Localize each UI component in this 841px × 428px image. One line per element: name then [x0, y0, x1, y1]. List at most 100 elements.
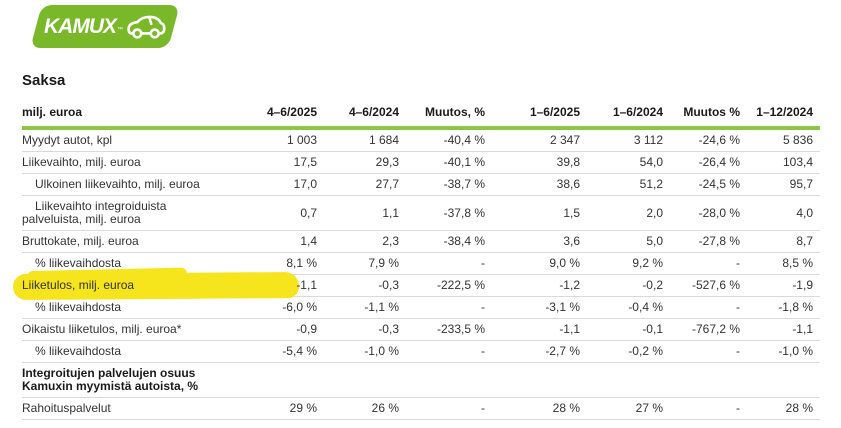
- unit-header: milj. euroa: [22, 105, 83, 119]
- row-label: Bruttokate, milj. euroa: [22, 234, 139, 248]
- cell-value: -6,0 %: [282, 300, 317, 314]
- cell-value: 51,2: [639, 177, 663, 191]
- cell-value: -37,8 %: [443, 205, 485, 220]
- row-label: Liiketulos, milj. euroa: [12, 272, 300, 300]
- cell-value: 8,1 %: [286, 256, 317, 270]
- cell-value: -0,4 %: [628, 300, 663, 314]
- cell-value: 29,3: [375, 155, 399, 169]
- cell-value: 5,0: [646, 234, 663, 248]
- cell-value: 9,2 %: [632, 256, 663, 270]
- cell-value: 9,0 %: [549, 256, 580, 270]
- cell-value: -40,1 %: [443, 155, 485, 169]
- row-label: % liikevaihdosta: [35, 344, 122, 358]
- cell-value: -24,6 %: [698, 133, 740, 147]
- cell-value: 17,5: [293, 155, 317, 169]
- cell-value: [399, 363, 485, 398]
- cell-value: -: [481, 344, 485, 358]
- column-header: 1–12/2024: [756, 105, 813, 119]
- cell-value: 1,4: [300, 234, 317, 248]
- cell-value: 39,8: [556, 155, 580, 169]
- cell-value: -1,9: [792, 278, 813, 292]
- cell-value: 0,7: [300, 205, 317, 220]
- cell-value: 1 684: [368, 133, 399, 147]
- cell-value: 2,0: [646, 205, 663, 220]
- kamux-logo: KAMUX ™: [30, 5, 180, 48]
- row-label: Ulkoinen liikevaihto, milj. euroa: [35, 177, 200, 191]
- column-header: 1–6/2025: [529, 105, 580, 119]
- cell-value: -0,3: [378, 278, 399, 292]
- cell-value: 27,7: [375, 177, 399, 191]
- row-label: Integroitujen palvelujen osuus Kamuxin m…: [22, 366, 199, 393]
- table-row: Myydyt autot, kpl 1 003 1 684 -40,4 % 2 …: [22, 128, 820, 152]
- cell-value: 28 %: [552, 401, 580, 415]
- cell-value: -0,9: [296, 322, 317, 336]
- cell-value: [580, 363, 663, 398]
- cell-value: -0,2: [642, 278, 663, 292]
- cell-value: -222,5 %: [436, 278, 485, 292]
- cell-value: 3 112: [633, 133, 663, 147]
- cell-value: 1 003: [286, 133, 317, 147]
- financial-table: milj. euroa 4–6/2025 4–6/2024 Muutos, % …: [12, 100, 820, 420]
- cell-value: 29 %: [289, 401, 317, 415]
- cell-value: -0,1: [642, 322, 663, 336]
- cell-value: -: [481, 300, 485, 314]
- cell-value: -233,5 %: [436, 322, 485, 336]
- table-row: % liikevaihdosta -5,4 % -1,0 % - -2,7 % …: [22, 341, 820, 363]
- cell-value: -38,4 %: [443, 234, 485, 248]
- cell-value: -: [736, 401, 740, 415]
- cell-value: -1,0 %: [778, 344, 813, 358]
- cell-value: 2 347: [549, 133, 580, 147]
- kamux-logo-content: KAMUX ™: [44, 13, 166, 40]
- table-row: Ulkoinen liikevaihto, milj. euroa 17,0 2…: [22, 174, 820, 196]
- cell-value: [663, 363, 740, 398]
- cell-value: -: [736, 256, 740, 270]
- cell-value: -24,5 %: [698, 177, 740, 191]
- cell-value: 54,0: [639, 155, 663, 169]
- cell-value: -3,1 %: [545, 300, 580, 314]
- table-row: Rahoituspalvelut 29 % 26 % - 28 % 27 % -…: [22, 398, 820, 420]
- cell-value: -5,4 %: [282, 344, 317, 358]
- cell-value: [254, 363, 317, 398]
- table-row-section: Integroitujen palvelujen osuus Kamuxin m…: [22, 363, 820, 398]
- column-header: 1–6/2024: [612, 105, 663, 119]
- cell-value: -1,1: [559, 322, 580, 336]
- row-label: Oikaistu liiketulos, milj. euroa*: [22, 322, 182, 336]
- cell-value: 3,6: [563, 234, 580, 248]
- table-row: Liikevaihto, milj. euroa 17,5 29,3 -40,1…: [22, 152, 820, 174]
- cell-value: 7,9 %: [368, 256, 399, 270]
- column-header: 4–6/2024: [348, 105, 399, 119]
- kamux-logo-text: KAMUX: [44, 15, 116, 38]
- table-row-highlighted: Liiketulos, milj. euroa -1,1 -0,3 -222,5…: [12, 272, 820, 300]
- cell-value: -1,2: [559, 278, 580, 292]
- cell-value: -1,8 %: [778, 300, 813, 314]
- table-row: Oikaistu liiketulos, milj. euroa* -0,9 -…: [22, 319, 820, 341]
- table-header-row: milj. euroa 4–6/2025 4–6/2024 Muutos, % …: [22, 100, 820, 128]
- cell-value: -1,0 %: [364, 344, 399, 358]
- table-row: Bruttokate, milj. euroa 1,4 2,3 -38,4 % …: [22, 231, 820, 253]
- cell-value: -767,2 %: [691, 322, 740, 336]
- page-title: Saksa: [22, 72, 66, 89]
- cell-value: -40,4 %: [443, 133, 485, 147]
- cell-value: -527,6 %: [691, 278, 740, 292]
- cell-value: 95,7: [789, 177, 813, 191]
- row-label: % liikevaihdosta: [35, 256, 122, 270]
- cell-value: -38,7 %: [443, 177, 485, 191]
- cell-value: 4,0: [796, 205, 813, 220]
- cell-value: 28 %: [785, 401, 813, 415]
- cell-value: -: [481, 401, 485, 415]
- cell-value: -0,3: [378, 322, 399, 336]
- row-label: % liikevaihdosta: [35, 300, 122, 314]
- cell-value: [485, 363, 580, 398]
- row-label: Liikevaihto, milj. euroa: [22, 155, 141, 169]
- cell-value: 103,4: [782, 155, 813, 169]
- cell-value: 1,5: [563, 205, 580, 220]
- table-row: Liikevaihto integroiduista palveluista, …: [22, 196, 820, 231]
- cell-value: 17,0: [293, 177, 317, 191]
- cell-value: -26,4 %: [698, 155, 740, 169]
- cell-value: -1,1: [792, 322, 813, 336]
- table-row: % liikevaihdosta 8,1 % 7,9 % - 9,0 % 9,2…: [22, 253, 820, 275]
- cell-value: 27 %: [635, 401, 663, 415]
- table-row: % liikevaihdosta -6,0 % -1,1 % - -3,1 % …: [22, 297, 820, 319]
- cell-value: [740, 363, 820, 398]
